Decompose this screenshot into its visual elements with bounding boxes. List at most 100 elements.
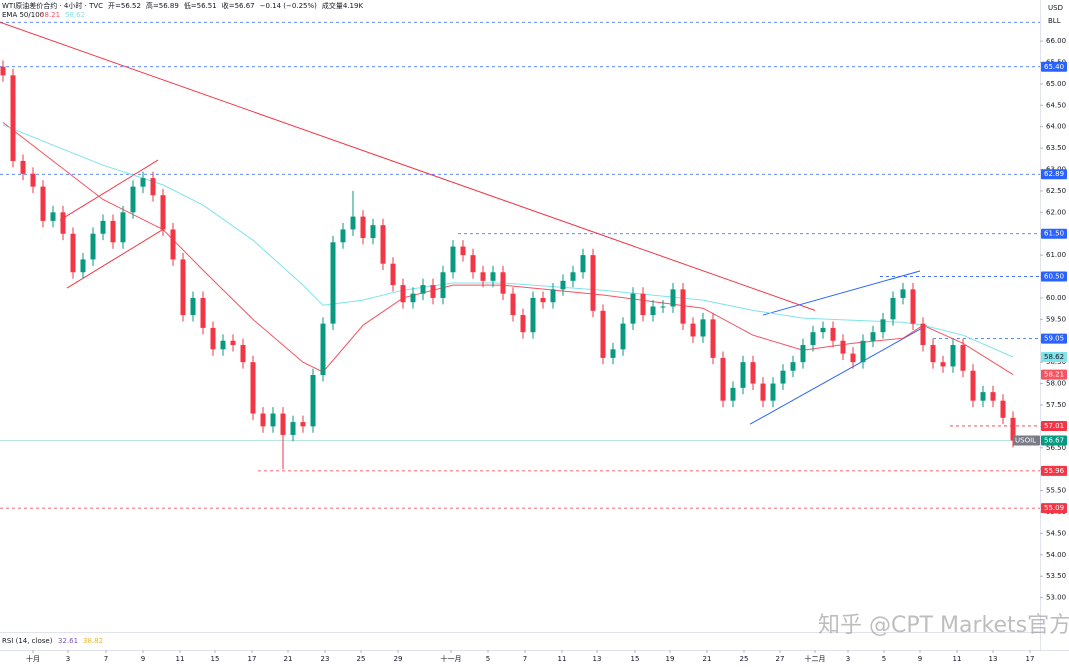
candle-body xyxy=(150,178,156,196)
x-tick-label: 3 xyxy=(66,655,70,663)
x-tick-label: 3 xyxy=(846,655,850,663)
candle-body xyxy=(230,340,236,346)
candle-body xyxy=(240,345,246,363)
candle-body xyxy=(410,293,416,303)
x-tick-label: 17 xyxy=(1026,655,1035,663)
candle-body xyxy=(280,413,286,435)
candle-body xyxy=(140,178,146,187)
candle-body xyxy=(30,173,36,187)
x-tick-label: 十一月 xyxy=(441,654,462,663)
x-tick-label: 7 xyxy=(523,655,527,663)
candle-body xyxy=(710,319,716,358)
candle-body xyxy=(700,319,706,337)
candle-body xyxy=(500,272,506,294)
candle-body xyxy=(620,323,626,350)
candle-body xyxy=(320,323,326,376)
candle-body xyxy=(800,345,806,363)
level-tag-label: 55.96 xyxy=(1044,467,1065,475)
ema-tag-label: 58.62 xyxy=(1044,353,1064,361)
ema-line xyxy=(2,124,1014,358)
candle-body xyxy=(990,392,996,401)
candle-body xyxy=(450,246,456,273)
symbol-tag-label: USOIL xyxy=(1015,436,1036,444)
candle-body xyxy=(300,422,306,427)
candle-body xyxy=(810,332,816,346)
candle-body xyxy=(540,297,546,303)
candle-body xyxy=(890,297,896,320)
trendline xyxy=(0,21,816,311)
currency-unit: USD xyxy=(1048,4,1063,12)
candle-body xyxy=(680,289,686,324)
y-tick-label: 58.50 xyxy=(1046,358,1066,366)
y-tick-label: 66.00 xyxy=(1046,37,1066,45)
y-tick-label: 55.50 xyxy=(1046,487,1066,495)
level-tag xyxy=(1041,420,1067,431)
candle-body xyxy=(790,362,796,371)
level-tag xyxy=(1041,465,1067,476)
candle-body xyxy=(270,413,276,427)
candle-body xyxy=(120,212,126,243)
candle-body xyxy=(880,319,886,333)
candle-body xyxy=(960,345,966,371)
level-tag-label: 59.05 xyxy=(1044,335,1064,343)
candle-body xyxy=(260,413,266,427)
y-tick-label: 64.00 xyxy=(1046,123,1066,131)
candle-body xyxy=(560,280,566,290)
level-tag-label: 61.50 xyxy=(1044,230,1064,238)
candle-body xyxy=(430,285,436,298)
candle-body xyxy=(180,259,186,316)
ohlc-legend-item: 成交量4.19K xyxy=(322,1,364,10)
ohlc-legend-item: 收=56.67 xyxy=(222,1,255,10)
candle-body xyxy=(20,160,26,174)
level-tag xyxy=(1041,333,1067,344)
candle-body xyxy=(1000,400,1006,418)
candle-body xyxy=(820,327,826,333)
y-tick-label: 56.50 xyxy=(1046,444,1066,452)
x-tick-label: 25 xyxy=(357,655,366,663)
candle-body xyxy=(630,293,636,324)
candle-body xyxy=(10,75,16,161)
candle-body xyxy=(520,315,526,333)
x-tick-label: 25 xyxy=(740,655,749,663)
x-tick-label: 27 xyxy=(776,655,785,663)
candle-body xyxy=(970,370,976,401)
candle-body xyxy=(330,242,336,324)
symbol-tag xyxy=(1013,435,1040,446)
ema-line xyxy=(2,122,1014,376)
x-tick-label: 11 xyxy=(953,655,962,663)
candle-body xyxy=(720,357,726,401)
candle-body xyxy=(110,220,116,243)
y-tick-label: 54.50 xyxy=(1046,529,1066,537)
x-tick-label: 十月 xyxy=(26,654,40,663)
ema-tag xyxy=(1041,369,1067,380)
candle-body xyxy=(490,272,496,281)
rsi-legend-value: 32.61 xyxy=(58,637,78,645)
ohlc-legend-item: 开=56.52 xyxy=(108,2,141,10)
candle-body xyxy=(210,327,216,350)
y-tick-label: 53.00 xyxy=(1046,594,1066,602)
candle-body xyxy=(360,216,366,239)
y-tick-label: 59.50 xyxy=(1046,315,1066,323)
candle-body xyxy=(650,306,656,316)
candle-body xyxy=(290,422,296,435)
candle-body xyxy=(60,212,66,234)
watermark: 知乎 @CPT Markets官方 xyxy=(818,613,1069,638)
y-tick-label: 61.00 xyxy=(1046,251,1066,259)
level-tag xyxy=(1041,169,1067,180)
level-tag-label: 62.89 xyxy=(1044,170,1064,178)
candle-body xyxy=(610,349,616,358)
candle-body xyxy=(900,289,906,298)
candle-body xyxy=(660,306,666,308)
level-tag-label: 60.50 xyxy=(1044,273,1064,281)
candle-body xyxy=(160,195,166,230)
ohlc-legend-item: −0.14 (−0.25%) xyxy=(260,2,318,10)
candle-body xyxy=(250,362,256,414)
candle-body xyxy=(50,212,56,221)
candle-body xyxy=(310,375,316,427)
level-tag xyxy=(1041,61,1067,72)
candle-body xyxy=(780,370,786,384)
x-tick-label: 11 xyxy=(558,655,567,663)
candle-body xyxy=(850,353,856,363)
last-price-label: 56.67 xyxy=(1044,436,1064,444)
candle-body xyxy=(220,340,226,350)
